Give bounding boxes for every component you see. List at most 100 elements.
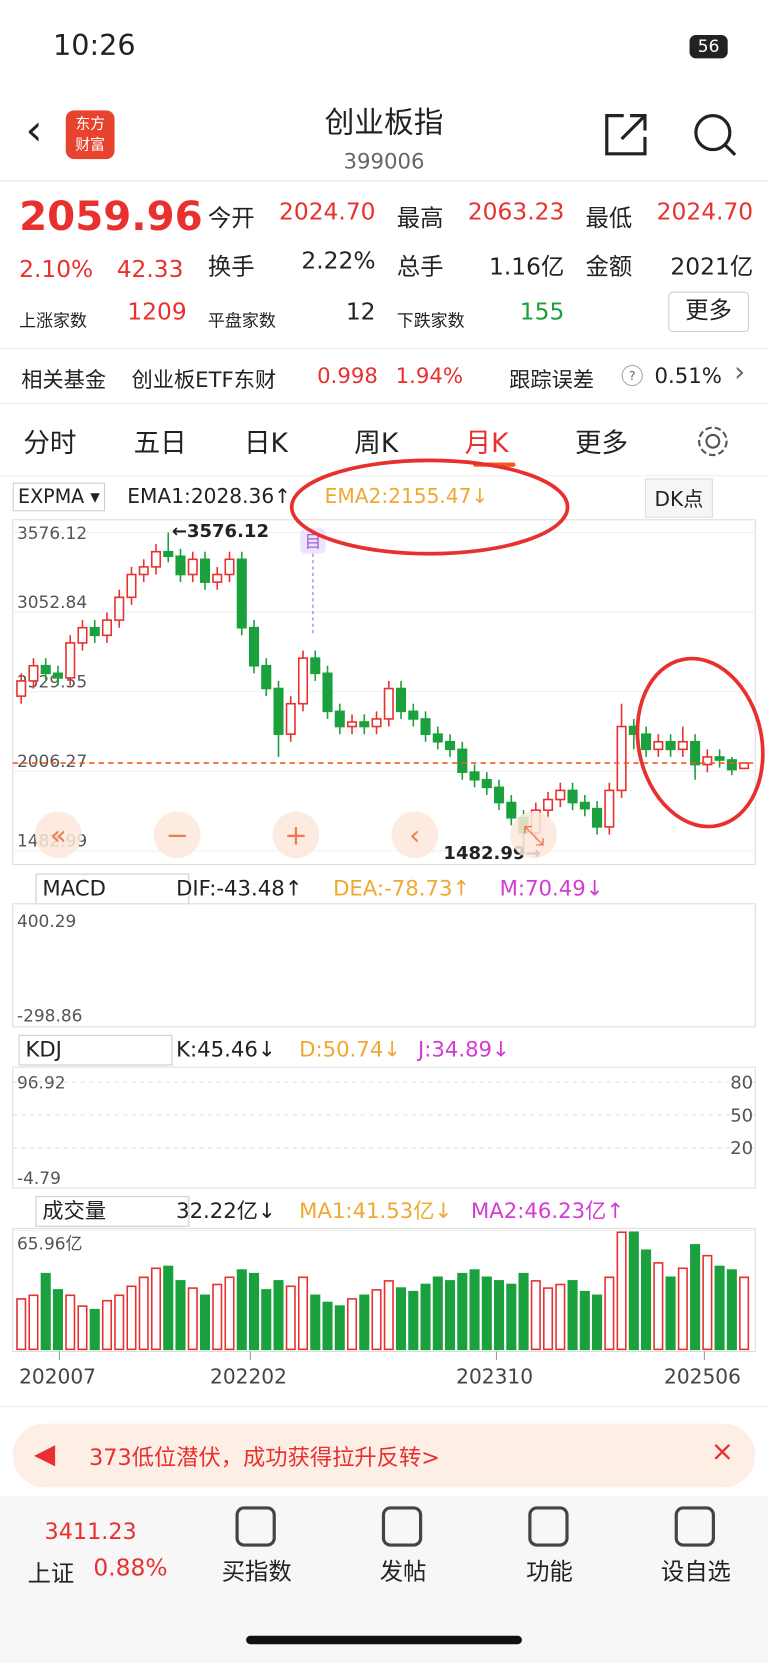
- candle-body: [28, 664, 39, 682]
- breadth-value: 155: [519, 299, 565, 326]
- candle-body: [579, 801, 590, 810]
- y-tick-label: 3052.84: [17, 593, 87, 613]
- time: 10:26: [53, 29, 136, 63]
- candle-body: [163, 550, 174, 558]
- search[interactable]: [692, 111, 739, 158]
- volume-bar: [726, 1269, 737, 1351]
- annotation: [289, 458, 570, 556]
- field-value: 2024.70: [279, 199, 376, 226]
- candle-body: [677, 740, 688, 751]
- candle-body: [187, 558, 198, 576]
- volume-bar: [530, 1280, 541, 1351]
- nav-label[interactable]: 功能: [526, 1559, 573, 1586]
- tab[interactable]: 分时: [23, 427, 77, 459]
- tab[interactable]: 月K: [464, 427, 509, 459]
- volume-bar: [395, 1287, 407, 1351]
- candle-body: [334, 710, 345, 728]
- volume-bar: [224, 1276, 235, 1351]
- settings[interactable]: [694, 422, 732, 460]
- x-label: 202310: [456, 1364, 533, 1388]
- tab[interactable]: 日K: [243, 427, 288, 459]
- candle-body: [236, 558, 247, 629]
- nav-icon[interactable]: [674, 1506, 715, 1547]
- fund-name[interactable]: 创业板ETF东财: [131, 367, 277, 393]
- dk-button[interactable]: DK点: [644, 478, 713, 518]
- candle-body: [506, 801, 517, 819]
- candle-body: [261, 664, 272, 690]
- banner[interactable]: [12, 1423, 756, 1488]
- field-value: 1.16亿: [489, 254, 565, 282]
- panel-frame: [12, 903, 756, 1028]
- candle-body: [494, 786, 505, 804]
- megaphone: ◀: [33, 1438, 56, 1471]
- tab[interactable]: 更多: [574, 427, 629, 459]
- volume-bar: [604, 1276, 615, 1351]
- chart-control[interactable]: [35, 811, 82, 859]
- volume-bar: [89, 1308, 100, 1351]
- y-tick-label: 2006.27: [17, 752, 87, 772]
- logo-text: 财富: [75, 136, 106, 154]
- candle-body: [714, 756, 725, 761]
- field-value: 2063.23: [467, 199, 565, 226]
- volume-bar: [334, 1305, 345, 1351]
- indicator-text: MACD: [42, 876, 106, 901]
- volume-bar: [567, 1280, 578, 1351]
- chart-control[interactable]: [510, 811, 557, 859]
- volume-bar: [543, 1287, 554, 1351]
- volume-bar: [383, 1280, 394, 1351]
- volume-bar: [28, 1294, 39, 1351]
- chart-control[interactable]: [153, 811, 201, 859]
- candle-body: [346, 721, 358, 728]
- error-label: 跟踪误差: [509, 367, 595, 393]
- code: 399006: [343, 148, 425, 174]
- volume-bar: [52, 1289, 64, 1351]
- candle-body: [604, 789, 615, 828]
- volume-bar: [592, 1294, 603, 1351]
- volume-bar: [494, 1280, 505, 1351]
- indicator-text: DIF:-43.48↑: [176, 876, 302, 901]
- candle-body: [297, 657, 309, 705]
- fund-label: 相关基金: [21, 367, 107, 393]
- candle-body: [567, 789, 578, 804]
- help-icon[interactable]: ?: [621, 364, 643, 387]
- candle-body: [432, 733, 443, 743]
- nav-label[interactable]: 买指数: [221, 1559, 292, 1586]
- indicator-text: 32.22亿↓: [176, 1199, 276, 1224]
- panel-frame: [12, 1066, 756, 1189]
- y-tick-label: 65.96亿: [17, 1235, 83, 1255]
- tab[interactable]: 周K: [354, 427, 399, 459]
- chart-control[interactable]: [391, 811, 439, 859]
- divider: [0, 475, 768, 477]
- candle-body: [322, 672, 333, 713]
- candle-body: [641, 733, 652, 751]
- nav-label[interactable]: 设自选: [660, 1559, 731, 1586]
- volume-bar: [310, 1294, 321, 1351]
- indicator-select[interactable]: [35, 1196, 190, 1227]
- field-label: 换手: [207, 254, 255, 282]
- nav-label[interactable]: 发帖: [379, 1559, 427, 1586]
- close[interactable]: ×: [710, 1436, 734, 1469]
- volume-bar: [285, 1285, 296, 1351]
- banner-text[interactable]: 373低位潜伏，成功获得拉升反转>: [89, 1444, 440, 1471]
- field-value: 2.22%: [301, 248, 376, 275]
- back[interactable]: ‹: [25, 106, 43, 155]
- divider: [0, 347, 768, 350]
- y-tick-label: 3576.12: [17, 524, 87, 544]
- chart-control[interactable]: [272, 811, 320, 859]
- more-button[interactable]: 更多: [668, 291, 749, 333]
- tab[interactable]: 五日: [133, 427, 187, 459]
- nav-icon[interactable]: [528, 1506, 569, 1547]
- candle-body: [359, 721, 370, 728]
- share[interactable]: [603, 111, 652, 158]
- indicator-select[interactable]: [18, 1034, 173, 1066]
- nav-icon[interactable]: [381, 1506, 423, 1547]
- volume-bar: [101, 1299, 113, 1351]
- chart-control-icon: −: [166, 818, 189, 851]
- volume-bar: [702, 1254, 713, 1351]
- candle-body: [481, 778, 492, 789]
- indicator-select[interactable]: EXPMA ▾: [12, 482, 106, 512]
- nav-icon[interactable]: [235, 1506, 276, 1547]
- kdj-level: 50: [730, 1105, 753, 1126]
- candle-body: [665, 740, 676, 751]
